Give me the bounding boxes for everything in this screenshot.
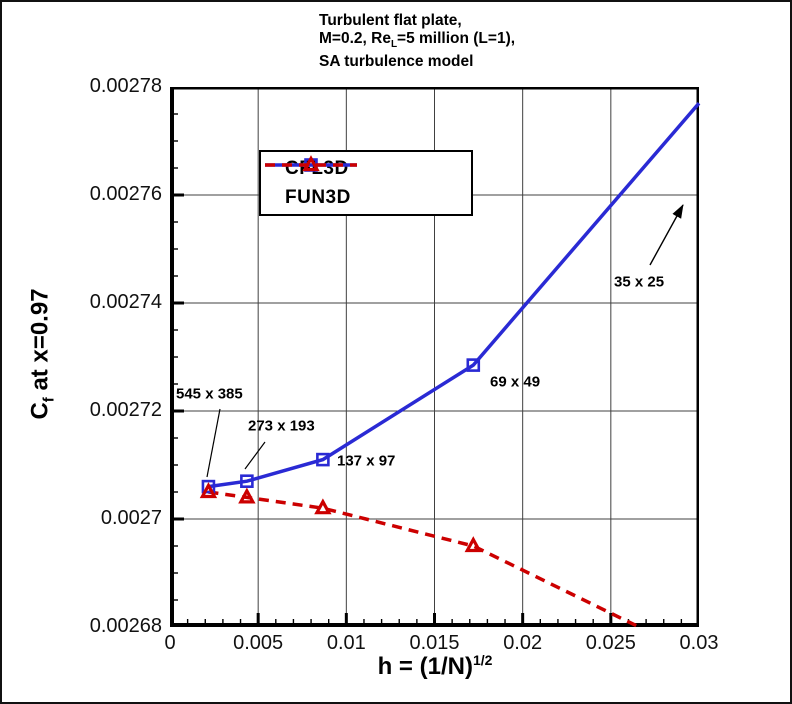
title-subscript-L: L [390,38,398,50]
y-tick-label: 0.00274 [89,291,162,313]
title-line-1: Turbulent flat plate, [319,12,462,29]
title-line-2: M=0.2, ReL=5 million (L=1), [319,29,516,50]
chart-title: Turbulent flat plate, M=0.2, ReL=5 milli… [319,12,515,71]
x-tick-label: 0.01 [326,632,366,654]
legend: CFL3D FUN3D [259,150,473,216]
plot-area: CFL3D FUN3D 545 x 385 273 x 193 137 x 97 69… [170,87,701,629]
x-tick-label: 0.005 [233,632,284,654]
legend-label-fun3d: FUN3D [285,186,351,208]
x-tick-label: 0.02 [503,632,543,654]
grid-size-annotation: 35 x 25 [614,273,665,291]
xlabel-exponent: 1/2 [472,652,493,668]
grid-size-annotation: 137 x 97 [337,452,396,470]
title-line-3: SA turbulence model [319,53,474,71]
x-tick-label: 0 [164,632,176,654]
grid-size-annotation: 69 x 49 [490,373,541,391]
x-tick-label: 0.025 [585,632,636,654]
x-axis-label: h = (1/N)1/2 [377,652,493,680]
x-tick-label: 0.015 [409,632,460,654]
legend-entry-fun3d: FUN3D [265,155,471,211]
chart-canvas [170,87,701,629]
x-tick-label: 0.03 [679,632,719,654]
y-tick-label: 0.0027 [100,507,162,529]
y-tick-label: 0.00278 [89,75,162,97]
grid-size-annotation: 545 x 385 [176,385,243,403]
y-tick-label: 0.00272 [89,399,162,421]
y-tick-label: 0.00276 [89,183,162,205]
fun3d-line-sample [265,155,357,172]
grid-size-annotation: 273 x 193 [248,417,315,435]
y-tick-label: 0.00268 [89,615,162,637]
